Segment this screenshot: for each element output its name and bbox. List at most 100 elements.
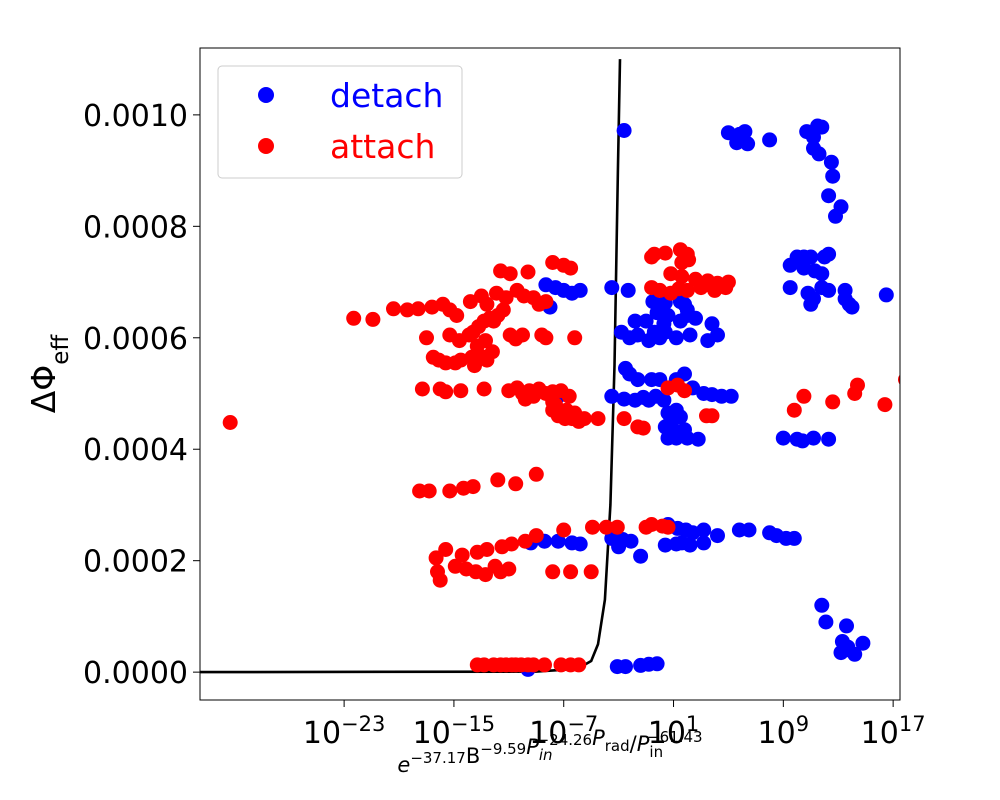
detach-point [811,146,827,162]
attach-point [479,542,495,557]
detach-point [682,327,698,343]
attach-point [616,411,632,427]
detach-point [821,188,837,204]
detach-point [825,168,841,184]
attach-point [526,388,541,404]
series-attach [222,242,900,673]
y-tick-label: 0.0004 [83,433,188,468]
detach-point [803,249,819,265]
attach-point [644,249,660,265]
attach-point [674,255,690,270]
x-tick-label: 1017 [861,712,926,751]
attach-point [386,301,401,317]
detach-point [806,430,821,446]
attach-point [465,479,481,495]
attach-point [537,657,552,673]
attach-point [469,338,485,354]
attach-point [476,381,492,397]
detach-point [618,659,633,675]
detach-point [729,135,745,151]
detach-point [682,537,698,553]
attach-point [504,536,520,552]
detach-point [638,313,654,329]
attach-point [501,561,517,577]
y-tick-label: 0.0000 [83,656,188,691]
detach-point [630,372,646,388]
detach-point [668,330,684,346]
attach-point [598,519,614,535]
attach-point [556,522,572,538]
detach-point [649,656,665,672]
attach-point [438,384,454,400]
attach-point [479,296,495,312]
attach-point [679,282,695,298]
attach-point [528,466,544,482]
attach-point [410,301,426,317]
detach-point [616,391,632,407]
detach-point [616,123,632,138]
detach-point [690,431,706,447]
attach-point [538,330,554,346]
attach-point [419,330,434,346]
detach-point [821,282,837,298]
detach-point [623,533,639,549]
detach-point [782,257,798,273]
legend-label-detach: detach [330,76,443,115]
attach-point [563,564,579,580]
detach-point [737,124,753,140]
attach-point [515,327,530,343]
attach-point [346,310,362,326]
detach-point [823,154,839,170]
attach-point [657,245,673,261]
x-tick-label: 10−7 [529,712,598,751]
detach-point [855,635,871,651]
detach-point [656,392,672,408]
attach-point [399,302,415,318]
attach-point [490,472,506,488]
attach-point [453,383,469,399]
detach-point [847,646,863,662]
attach-point [495,302,511,318]
detach-point [814,597,830,613]
attach-point [585,519,600,535]
detach-point [803,296,819,312]
detach-point [657,537,673,553]
plot-frame [199,47,901,701]
attach-point [583,564,599,580]
x-axis: 10−23 10−15 10−7 101 109 1017 [303,700,926,751]
attach-point [825,394,841,410]
attach-point [718,280,734,296]
detach-point [818,614,834,630]
detach-point [604,280,620,296]
detach-point [627,313,643,329]
y-axis: 0.0000 0.0002 0.0004 0.0006 0.0008 0.0010 [83,99,200,691]
attach-point [438,542,454,557]
attach-point [432,572,448,588]
attach-point [442,483,458,499]
attach-point [609,519,625,535]
attach-point [502,266,518,282]
detach-point [572,282,588,298]
detach-point [782,280,798,296]
detach-point [833,199,849,215]
plot-area [200,59,900,677]
attach-point [677,383,692,399]
legend: detach attach [217,65,463,179]
attach-point [786,402,802,418]
attach-point [365,311,381,327]
attach-point [520,264,536,280]
series-detach [520,118,894,677]
attach-point [498,290,514,306]
attach-point [545,564,561,580]
x-tick-label: 10−15 [413,712,496,751]
detach-point [633,548,649,564]
detach-point [821,431,837,447]
detach-point [696,535,712,551]
attach-point [528,528,544,544]
attach-point [222,415,238,430]
attach-point [479,352,495,368]
attach-point [449,308,465,323]
detach-point [710,528,725,544]
attach-point [704,408,720,424]
detach-point [720,125,736,141]
